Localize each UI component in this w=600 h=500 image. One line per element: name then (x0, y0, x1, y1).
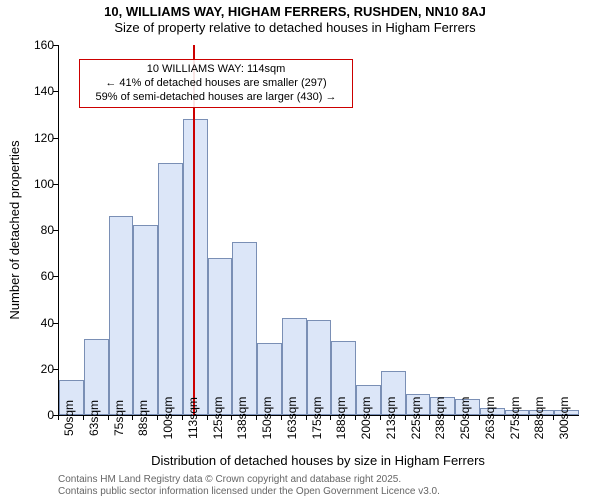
xtick-label: 150sqm (260, 397, 274, 440)
xtick-mark (528, 415, 529, 420)
ytick-label: 100 (14, 177, 54, 191)
xtick-mark (83, 415, 84, 420)
ytick-label: 140 (14, 84, 54, 98)
xtick-label: 288sqm (532, 397, 546, 440)
footer-copyright-2: Contains public sector information licen… (58, 486, 440, 497)
xtick-mark (157, 415, 158, 420)
chart-title-desc: Size of property relative to detached ho… (0, 20, 590, 35)
xtick-label: 263sqm (483, 397, 497, 440)
annotation-line3: 59% of semi-detached houses are larger (… (86, 91, 346, 105)
ytick-mark (53, 323, 58, 324)
xtick-mark (405, 415, 406, 420)
ytick-label: 160 (14, 38, 54, 52)
ytick-mark (53, 369, 58, 370)
histogram-bar (158, 163, 183, 415)
histogram-bar (208, 258, 233, 415)
xtick-mark (182, 415, 183, 420)
xtick-mark (256, 415, 257, 420)
xtick-label: 200sqm (359, 397, 373, 440)
xtick-mark (207, 415, 208, 420)
xtick-label: 75sqm (112, 400, 126, 436)
xtick-mark (108, 415, 109, 420)
histogram-bar (183, 119, 208, 415)
xtick-mark (231, 415, 232, 420)
xtick-mark (58, 415, 59, 420)
xtick-mark (479, 415, 480, 420)
annotation-box: 10 WILLIAMS WAY: 114sqm ← 41% of detache… (79, 59, 353, 108)
xtick-label: 50sqm (62, 400, 76, 436)
xtick-label: 125sqm (211, 397, 225, 440)
xtick-label: 63sqm (87, 400, 101, 436)
ytick-label: 20 (14, 362, 54, 376)
xtick-label: 238sqm (433, 397, 447, 440)
chart-container: 10, WILLIAMS WAY, HIGHAM FERRERS, RUSHDE… (0, 0, 600, 500)
ytick-label: 120 (14, 131, 54, 145)
xtick-mark (355, 415, 356, 420)
xtick-label: 300sqm (557, 397, 571, 440)
xtick-label: 163sqm (285, 397, 299, 440)
histogram-bar (232, 242, 257, 415)
ytick-mark (53, 91, 58, 92)
ytick-mark (53, 138, 58, 139)
xtick-mark (553, 415, 554, 420)
xtick-mark (281, 415, 282, 420)
xtick-mark (380, 415, 381, 420)
xtick-mark (454, 415, 455, 420)
ytick-mark (53, 276, 58, 277)
footer-copyright-1: Contains HM Land Registry data © Crown c… (58, 474, 401, 485)
xtick-label: 138sqm (235, 397, 249, 440)
chart-title-address: 10, WILLIAMS WAY, HIGHAM FERRERS, RUSHDE… (0, 4, 590, 19)
xtick-label: 100sqm (161, 397, 175, 440)
xtick-mark (504, 415, 505, 420)
histogram-bar (109, 216, 134, 415)
xtick-label: 225sqm (409, 397, 423, 440)
plot-area: 10 WILLIAMS WAY: 114sqm ← 41% of detache… (58, 45, 579, 416)
ytick-mark (53, 230, 58, 231)
xtick-label: 213sqm (384, 397, 398, 440)
x-axis-label: Distribution of detached houses by size … (58, 453, 578, 468)
histogram-bar (133, 225, 158, 415)
xtick-label: 275sqm (508, 397, 522, 440)
xtick-label: 88sqm (136, 400, 150, 436)
xtick-label: 113sqm (186, 397, 200, 439)
xtick-mark (306, 415, 307, 420)
xtick-label: 175sqm (310, 397, 324, 440)
ytick-label: 80 (14, 223, 54, 237)
ytick-label: 40 (14, 316, 54, 330)
xtick-mark (429, 415, 430, 420)
xtick-label: 250sqm (458, 397, 472, 440)
ytick-mark (53, 184, 58, 185)
xtick-mark (132, 415, 133, 420)
annotation-line1: 10 WILLIAMS WAY: 114sqm (86, 63, 346, 77)
annotation-line2: ← 41% of detached houses are smaller (29… (86, 77, 346, 91)
xtick-label: 188sqm (334, 397, 348, 440)
ytick-mark (53, 45, 58, 46)
ytick-label: 60 (14, 269, 54, 283)
ytick-label: 0 (14, 408, 54, 422)
xtick-mark (330, 415, 331, 420)
